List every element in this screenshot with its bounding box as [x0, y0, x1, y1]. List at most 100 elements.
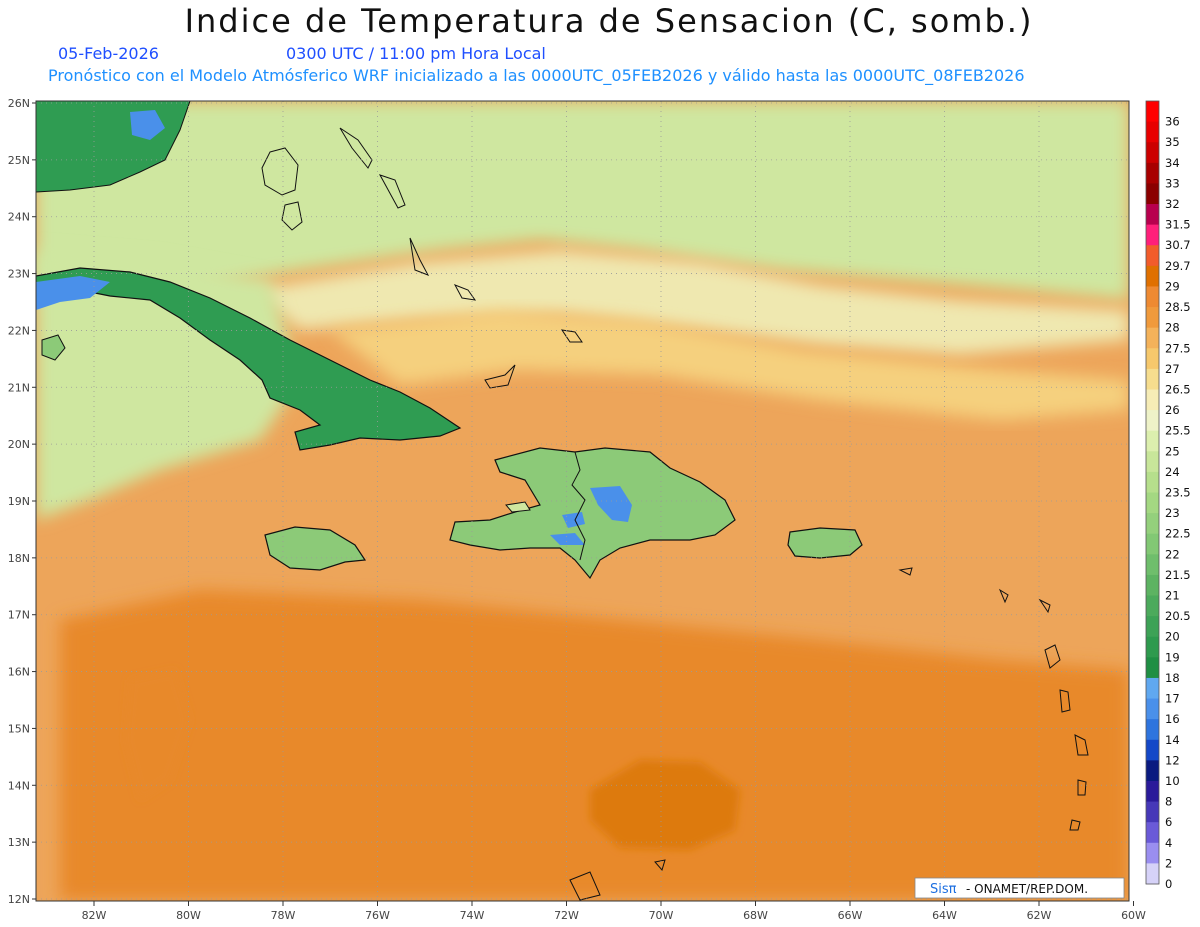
colorbar-swatch [1146, 595, 1159, 617]
hot-patch-west [125, 670, 190, 800]
colorbar-label: 29.7 [1165, 259, 1191, 273]
hispaniola-cold-spot-2 [562, 512, 585, 528]
colorbar-label: 27.5 [1165, 341, 1191, 355]
hispaniola-cold-spot-3 [550, 533, 585, 545]
colorbar-swatch [1146, 657, 1159, 679]
logo-onamet: - ONAMET/REP.DOM. [966, 882, 1088, 896]
colorbar-swatch [1146, 183, 1159, 205]
colorbar-swatch [1146, 863, 1159, 885]
heat-index-field [36, 101, 1129, 901]
hispaniola-border-line [571, 451, 586, 561]
colorbar-label: 31.5 [1165, 218, 1191, 232]
colorbar-label: 19 [1165, 650, 1180, 664]
colorbar-swatch [1146, 822, 1159, 844]
colorbar-swatch [1146, 533, 1159, 555]
hispaniola-land [449, 447, 736, 580]
lat-tick-label: 21N [8, 381, 30, 394]
colorbar-swatch [1146, 616, 1159, 638]
jamaica-land [264, 526, 367, 571]
lat-tick-label: 18N [8, 552, 30, 565]
cordillera-cold-spot [590, 486, 632, 522]
colorbar-swatch [1146, 636, 1159, 658]
colorbar-label: 20.5 [1165, 609, 1191, 623]
colorbar-swatch [1146, 389, 1159, 411]
colorbar-swatch [1146, 327, 1159, 349]
lake-okeechobee [130, 110, 165, 140]
colorbar-label: 32 [1165, 197, 1180, 211]
colorbar-label: 2 [1165, 856, 1172, 870]
cuba-land [36, 267, 462, 451]
lon-tick-label: 72W [554, 909, 579, 922]
colorbar-label: 29 [1165, 279, 1180, 293]
lon-tick-label: 74W [460, 909, 485, 922]
colorbar-swatch [1146, 554, 1159, 576]
colorbar-label: 23 [1165, 506, 1180, 520]
lat-tick-label: 19N [8, 495, 30, 508]
colorbar-label: 16 [1165, 712, 1180, 726]
colorbar-swatch [1146, 760, 1159, 782]
colorbar-swatch [1146, 368, 1159, 390]
hot-patch-south [590, 760, 740, 850]
colorbar-swatch [1146, 410, 1159, 432]
colorbar-swatch [1146, 286, 1159, 308]
colorbar-label: 20 [1165, 630, 1180, 644]
colorbar-label: 35 [1165, 135, 1180, 149]
band-mild [250, 250, 1129, 355]
colorbar-swatch [1146, 492, 1159, 514]
lon-tick-label: 68W [743, 909, 768, 922]
colorbar-label: 23.5 [1165, 486, 1191, 500]
puerto-rico-land [787, 527, 863, 559]
lat-tick-label: 15N [8, 722, 30, 735]
colorbar-label: 33 [1165, 176, 1180, 190]
lat-tick-label: 23N [8, 268, 30, 281]
colorbar-label: 17 [1165, 692, 1180, 706]
lon-tick-label: 62W [1027, 909, 1052, 922]
lat-tick-label: 26N [8, 97, 30, 110]
colorbar-swatch [1146, 101, 1159, 123]
colorbar-swatch [1146, 451, 1159, 473]
colorbar-label: 27 [1165, 362, 1180, 376]
map-title: Indice de Temperatura de Sensacion (C, s… [184, 2, 1034, 40]
model-info: Pronóstico con el Modelo Atmósferico WRF… [48, 66, 1025, 85]
colorbar-label: 26 [1165, 403, 1180, 417]
colorbar-swatch [1146, 780, 1159, 803]
cuba-cold-spot [36, 276, 110, 310]
lat-tick-label: 14N [8, 779, 30, 792]
forecast-time: 0300 UTC / 11:00 pm Hora Local [286, 44, 546, 63]
colorbar-frame [1145, 100, 1160, 885]
lon-tick-label: 60W [1121, 909, 1146, 922]
lat-tick-label: 24N [8, 211, 30, 224]
colorbar-label: 24 [1165, 465, 1180, 479]
colorbar-label: 21 [1165, 589, 1180, 603]
colorbar-label: 0 [1165, 877, 1172, 891]
colorbar-label: 18 [1165, 671, 1180, 685]
lon-tick-label: 70W [649, 909, 674, 922]
colorbar-swatch [1146, 224, 1159, 246]
colorbar-label: 22 [1165, 547, 1180, 561]
color-scale-legend: 363534333231.530.729.72928.52827.52726.5… [1145, 100, 1191, 891]
lon-tick-label: 66W [838, 909, 863, 922]
colorbar-swatch [1146, 121, 1159, 143]
lon-tick-label: 80W [176, 909, 201, 922]
hot-patch-central [60, 590, 1129, 900]
longitude-ticks: 82W 80W 78W 76W 74W 72W 70W 68W 66W 64W 62W 60W [82, 901, 1146, 922]
colorbar-swatch [1146, 245, 1159, 267]
source-logo: Sisπ - ONAMET/REP.DOM. [914, 877, 1125, 899]
colorbar-swatch [1146, 513, 1159, 535]
colorbar-swatch [1146, 698, 1159, 720]
forecast-date: 05-Feb-2026 [58, 44, 159, 63]
lesser-antilles-islands [569, 567, 1089, 901]
lat-tick-label: 20N [8, 438, 30, 451]
band-cool-north [36, 101, 1129, 300]
colorbar-label: 8 [1165, 795, 1172, 809]
colorbar-label: 6 [1165, 815, 1172, 829]
lat-tick-label: 16N [8, 666, 30, 679]
colorbar-label: 12 [1165, 753, 1180, 767]
colorbar-label: 26.5 [1165, 382, 1191, 396]
lon-tick-label: 76W [365, 909, 390, 922]
colorbar-label: 14 [1165, 733, 1180, 747]
colorbar-swatch [1146, 348, 1159, 370]
colorbar-label: 4 [1165, 836, 1172, 850]
colorbar-swatch [1146, 307, 1159, 329]
